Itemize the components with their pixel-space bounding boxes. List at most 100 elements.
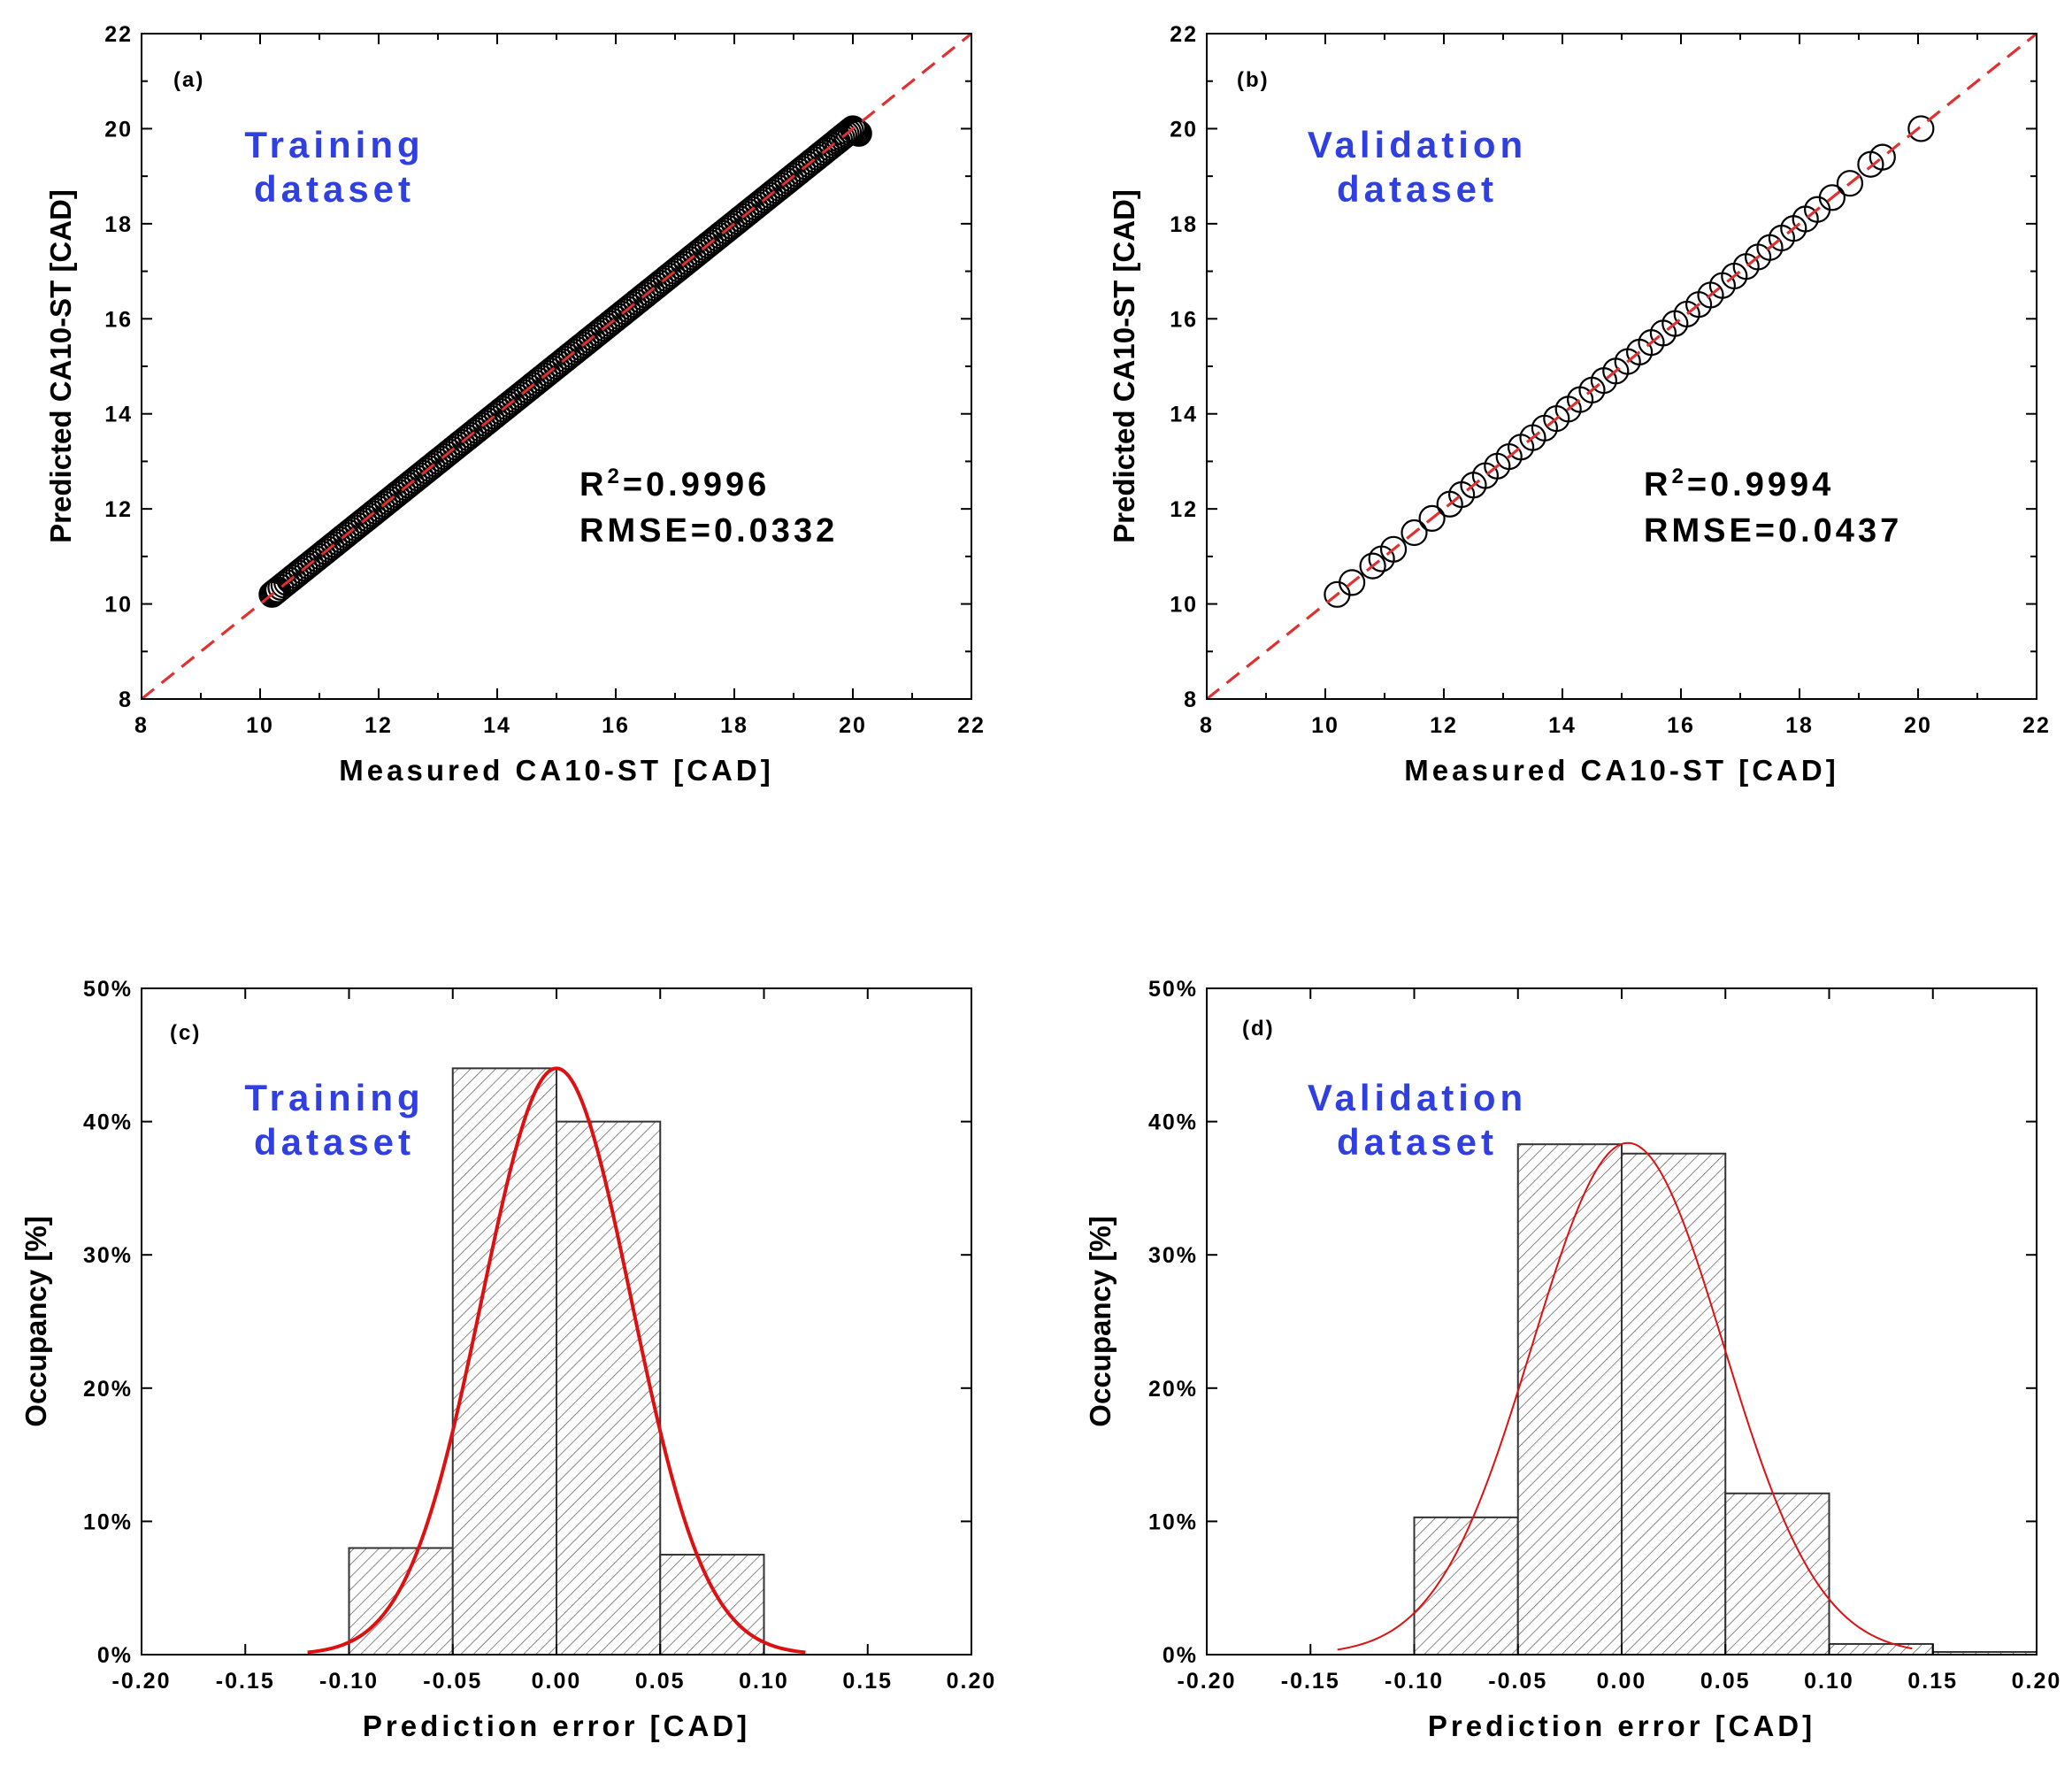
plot-frame <box>141 987 972 1656</box>
y-tick-label: 50% <box>83 977 133 1002</box>
data-point <box>1818 184 1846 211</box>
x-tick-label: -0.05 <box>1488 1669 1547 1694</box>
panel-label: (a) <box>173 68 204 92</box>
dataset-label: Training <box>244 1077 424 1118</box>
y-tick-label: 22 <box>104 22 133 47</box>
x-tick-label: 8 <box>1200 713 1214 738</box>
histogram-bar <box>1413 1516 1519 1655</box>
x-tick-label: 0.10 <box>739 1669 789 1694</box>
y-tick-label: 12 <box>1170 497 1198 522</box>
x-tick-label: 12 <box>365 713 393 738</box>
panel-label: (c) <box>170 1021 201 1045</box>
histogram-bar <box>348 1547 454 1655</box>
x-tick-label: -0.10 <box>319 1669 379 1694</box>
r-squared-value: =0.9994 <box>1687 466 1834 503</box>
dataset-label: Training <box>244 124 424 165</box>
x-tick-label: 16 <box>1667 713 1695 738</box>
plot-area <box>307 1066 806 1655</box>
dataset-label: Validation <box>1308 124 1527 165</box>
x-tick-label: 16 <box>602 713 630 738</box>
x-tick-label: 0.15 <box>1907 1669 1958 1694</box>
x-tick-label: -0.10 <box>1385 1669 1444 1694</box>
r-squared-symbol: R <box>579 466 607 503</box>
data-point <box>840 116 868 143</box>
y-tick-label: 18 <box>1170 212 1198 237</box>
panel-label: (d) <box>1242 1017 1275 1041</box>
x-tick-label: -0.05 <box>423 1669 482 1694</box>
y-tick-label: 10% <box>83 1510 133 1534</box>
panel-c: -0.20 -0.15 -0.10 -0.05 0.00 0.05 0.10 0.15 0.20… <box>19 977 997 1742</box>
y-axis-title: Occupancy [%] <box>1084 1216 1117 1426</box>
x-axis-title: Prediction error [CAD] <box>363 1709 750 1742</box>
data-point <box>1379 535 1408 563</box>
y-tick-label: 14 <box>104 403 133 427</box>
data-point <box>842 118 870 145</box>
x-axis-title: Measured CA10-ST [CAD] <box>339 754 773 787</box>
y-tick-label: 10 <box>104 593 133 618</box>
panel-b: 8 10 12 14 16 18 20 22810121416182022R2=0.9994R… <box>1108 22 2049 787</box>
y-tick-label: 12 <box>104 497 133 522</box>
reference-line-overlay <box>1207 34 2037 699</box>
dataset-label: Validation <box>1308 1077 1527 1118</box>
x-tick-label: -0.15 <box>216 1669 275 1694</box>
normal-fit-curve <box>1337 1141 1913 1651</box>
y-tick-label: 14 <box>1170 403 1198 427</box>
data-point <box>843 119 871 146</box>
dataset-label: dataset <box>254 168 415 210</box>
x-tick-label: -0.15 <box>1281 1669 1340 1694</box>
y-tick-label: 20 <box>1170 117 1198 142</box>
y-tick-label: 40% <box>83 1110 133 1135</box>
data-point <box>1359 552 1386 580</box>
histogram-bar <box>556 1120 662 1655</box>
x-tick-label: 14 <box>1548 713 1577 738</box>
y-axis-title: Predicted CA10-ST [CAD] <box>1108 189 1140 543</box>
data-point <box>1418 504 1446 532</box>
x-tick-label: 22 <box>957 713 986 738</box>
rmse-label: RMSE=0.0437 <box>1644 512 1902 549</box>
x-tick-label: 20 <box>839 713 867 738</box>
y-tick-label: 22 <box>1170 22 1198 47</box>
plot-frame <box>1206 987 2037 1656</box>
x-tick-label: -0.20 <box>1178 1669 1237 1694</box>
y-tick-label: 30% <box>83 1243 133 1268</box>
x-tick-label: 8 <box>134 713 149 738</box>
histogram-bar <box>1621 1152 1727 1655</box>
y-tick-label: 8 <box>119 688 133 712</box>
y-axis-title: Occupancy [%] <box>19 1216 52 1426</box>
plot-area <box>1207 34 2037 699</box>
x-tick-label: 20 <box>1904 713 1932 738</box>
x-tick-label: 12 <box>1430 713 1458 738</box>
normal-fit-curve <box>307 1066 806 1655</box>
r-squared-symbol: R <box>1644 466 1671 503</box>
y-tick-label: 0% <box>1163 1643 1198 1668</box>
y-tick-label: 0% <box>97 1643 133 1668</box>
x-tick-label: 0.20 <box>947 1669 997 1694</box>
dataset-label: dataset <box>254 1121 415 1163</box>
histogram-bar <box>1516 1143 1623 1655</box>
data-point <box>1836 170 1864 197</box>
y-tick-label: 20% <box>83 1377 133 1402</box>
data-point <box>263 577 290 604</box>
x-tick-label: 0.05 <box>635 1669 686 1694</box>
histogram-bar <box>1828 1642 1934 1655</box>
x-tick-label: 10 <box>1311 713 1339 738</box>
x-axis-title: Measured CA10-ST [CAD] <box>1404 754 1838 787</box>
x-tick-label: 10 <box>246 713 274 738</box>
y-tick-label: 16 <box>104 307 133 332</box>
y-tick-label: 18 <box>104 212 133 237</box>
x-tick-label: -0.20 <box>112 1669 172 1694</box>
panel-d: -0.20 -0.15 -0.10 -0.05 0.00 0.05 0.10 0.15 0.20… <box>1084 977 2060 1742</box>
r-squared-label: R2=0.9996 <box>579 465 770 503</box>
dataset-label: dataset <box>1337 168 1498 210</box>
histogram-bar <box>1724 1492 1830 1655</box>
y-tick-label: 40% <box>1148 1110 1198 1135</box>
r-squared-exponent: 2 <box>1671 465 1686 488</box>
r-squared-value: =0.9996 <box>623 466 770 503</box>
rmse-label: RMSE=0.0332 <box>579 512 838 549</box>
plot-area <box>142 34 971 699</box>
y-tick-label: 20% <box>1148 1377 1198 1402</box>
x-tick-label: 18 <box>1785 713 1814 738</box>
data-point <box>1401 519 1428 547</box>
reference-line-overlay <box>142 34 971 699</box>
